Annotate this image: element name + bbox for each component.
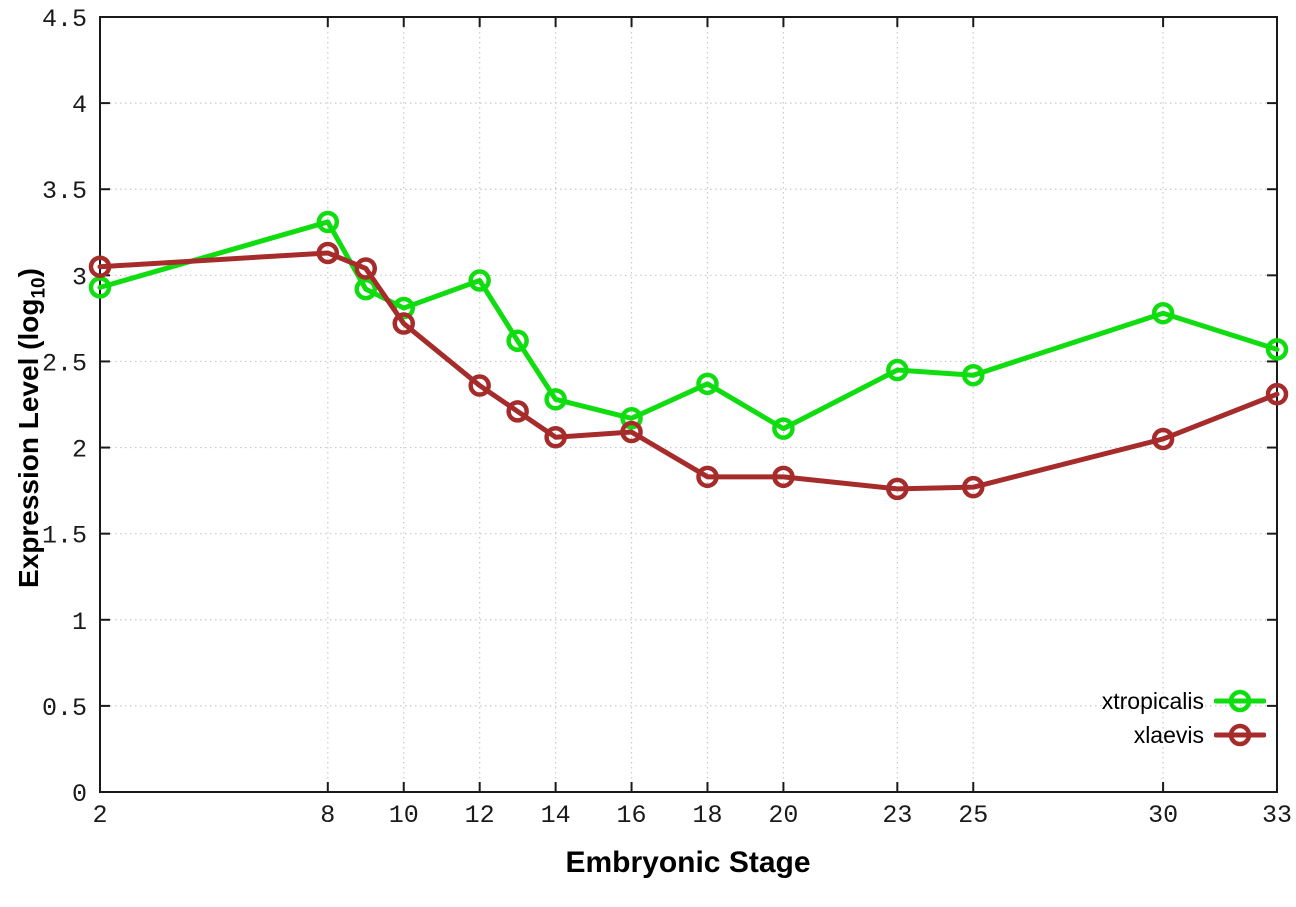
y-tick-label: 2.5 (42, 349, 87, 378)
y-tick-label: 2 (72, 436, 87, 465)
series-line-xlaevis (97, 250, 1280, 492)
x-tick-label: 2 (92, 801, 107, 830)
data-point-xlaevis (392, 312, 415, 335)
data-point-xtropicalis (316, 210, 340, 234)
y-tick-label: 3.5 (42, 177, 87, 206)
data-point-xtropicalis (696, 372, 719, 396)
data-point-xlaevis (354, 257, 378, 280)
legend-label-xlaevis: xlaevis (1133, 721, 1204, 748)
data-point-xlaevis (886, 477, 909, 501)
x-tick-label: 30 (1148, 801, 1178, 830)
x-tick-label: 14 (541, 801, 571, 830)
x-tick-label: 16 (617, 801, 647, 830)
y-tick-label: 0.5 (42, 694, 87, 723)
y-axis-title-suffix: ) (13, 268, 44, 278)
x-tick-label: 23 (882, 801, 912, 830)
legend-marker-xlaevis (1214, 723, 1266, 747)
data-point-xlaevis (962, 475, 985, 499)
data-point-xtropicalis (620, 407, 643, 430)
legend-item-xtropicalis: xtropicalis (1102, 686, 1266, 716)
data-point-xtropicalis (544, 388, 567, 411)
data-point-xlaevis (468, 374, 491, 397)
data-point-xtropicalis (354, 277, 378, 301)
data-point-xlaevis (772, 465, 795, 489)
data-point-xtropicalis (88, 276, 112, 299)
data-point-xtropicalis (886, 358, 909, 382)
legend-marker-xtropicalis (1214, 689, 1266, 713)
data-point-xlaevis (1151, 427, 1175, 451)
data-point-xlaevis (696, 465, 719, 489)
data-point-xlaevis (1265, 382, 1289, 406)
y-tick-label: 4 (72, 91, 87, 120)
plot-border (99, 16, 1278, 793)
y-axis-title: Expression Level (log10) (7, 228, 51, 628)
y-tick-label: 1 (72, 608, 87, 637)
x-axis-title: Embryonic Stage (565, 846, 811, 879)
y-tick-label: 0 (72, 780, 87, 809)
data-point-xtropicalis (772, 417, 795, 440)
data-point-xtropicalis (1151, 301, 1175, 325)
legend-label-xtropicalis: xtropicalis (1101, 687, 1204, 714)
x-tick-label: 8 (320, 801, 335, 830)
legend: xtropicalis xlaevis (1102, 686, 1266, 750)
series-line-xtropicalis (97, 219, 1280, 432)
x-tick-label: 25 (958, 801, 988, 830)
y-tick-label: 4.5 (42, 5, 87, 34)
y-axis-title-text: Expression Level (log (13, 298, 44, 588)
x-tick-label: 10 (389, 801, 419, 830)
x-tick-label: 18 (692, 801, 722, 830)
x-tick-label: 33 (1262, 801, 1292, 830)
data-point-xtropicalis (468, 269, 491, 292)
y-axis-title-subscript: 10 (28, 277, 50, 299)
data-point-xlaevis (88, 255, 112, 278)
data-point-xlaevis (620, 420, 643, 444)
y-tick-label: 3 (72, 263, 87, 292)
data-point-xlaevis (506, 400, 529, 423)
data-point-xlaevis (544, 425, 567, 449)
legend-item-xlaevis: xlaevis (1102, 720, 1266, 750)
y-tick-label: 1.5 (42, 522, 87, 551)
x-tick-label: 20 (768, 801, 798, 830)
data-point-xtropicalis (506, 329, 529, 353)
data-point-xlaevis (316, 241, 340, 265)
data-point-xtropicalis (962, 363, 985, 387)
data-point-xtropicalis (1265, 338, 1289, 361)
x-tick-label: 12 (465, 801, 495, 830)
